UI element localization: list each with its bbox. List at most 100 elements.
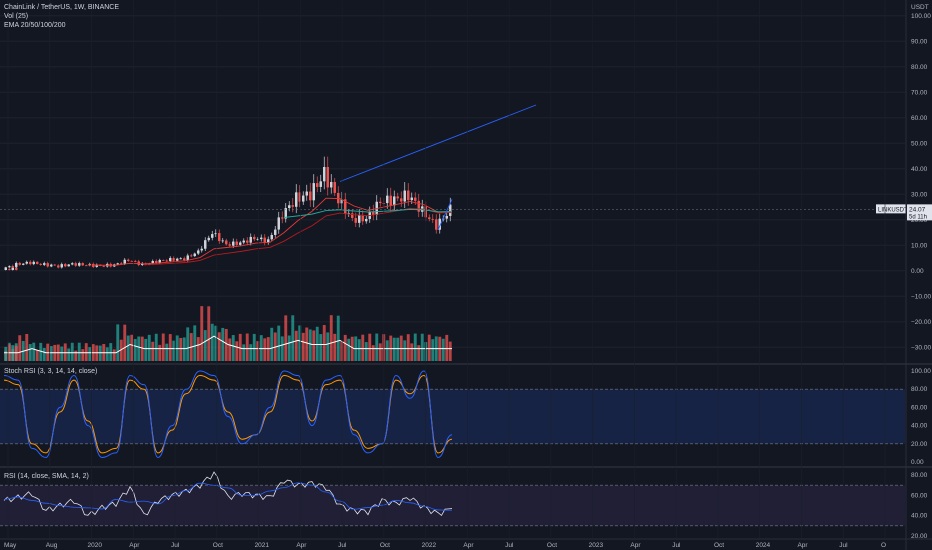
price-tick-label: −20.00 — [911, 319, 931, 326]
trendline-1 — [339, 104, 537, 182]
volume-bar — [119, 339, 123, 361]
candle-body — [361, 215, 364, 222]
candle-body — [438, 218, 441, 230]
rsi-tick-label: 80.00 — [911, 472, 928, 479]
price-tick-label: 50.00 — [911, 140, 928, 147]
candle-body — [127, 259, 130, 261]
symbol-title[interactable]: ChainLink / TetherUS, 1W, BINANCE — [4, 4, 120, 11]
candle-body — [340, 199, 343, 204]
candle-body — [365, 218, 368, 222]
candle-body — [396, 196, 399, 199]
volume-bar — [319, 334, 323, 361]
volume-bar — [361, 334, 365, 361]
volume-bar — [179, 337, 183, 361]
volume-bar — [336, 315, 340, 361]
volume-bar — [350, 336, 354, 361]
time-tick-label: Jul — [839, 542, 848, 549]
time-tick-label: Apr — [129, 542, 140, 549]
candle-body — [414, 197, 417, 201]
candle-body — [148, 263, 151, 265]
volume-bar — [256, 341, 260, 361]
price-tick-label: −10.00 — [911, 293, 931, 300]
candle-body — [169, 258, 172, 262]
volume-bar — [375, 333, 379, 361]
candle-body — [291, 205, 294, 207]
time-tick-label: Aug — [46, 542, 58, 549]
candle-body — [344, 199, 347, 214]
candle-body — [309, 191, 312, 201]
volume-bar — [74, 350, 78, 361]
time-tick-label: Oct — [714, 542, 724, 549]
candle-body — [393, 196, 396, 206]
candle-body — [120, 263, 123, 265]
volume-bar — [340, 341, 344, 361]
candle-body — [32, 261, 35, 265]
volume-bar — [133, 339, 137, 361]
volume-bar — [14, 345, 18, 361]
candle-body — [435, 219, 438, 230]
candle-body — [263, 237, 266, 243]
volume-bar — [116, 324, 120, 361]
candle-body — [162, 260, 165, 261]
candle-body — [46, 263, 49, 267]
volume-bar — [410, 343, 414, 361]
time-tick-label: 2022 — [422, 542, 437, 549]
bar-countdown: 5d 11h — [909, 214, 927, 220]
volume-bar — [413, 333, 417, 361]
candle-body — [358, 215, 361, 223]
candle-body — [200, 248, 203, 251]
candle-body — [151, 260, 154, 264]
volume-bar — [172, 340, 176, 361]
volume-bar — [186, 327, 190, 361]
candle-body — [449, 204, 452, 216]
volume-bar — [147, 334, 151, 361]
candle-body — [193, 253, 196, 257]
volume-bar — [385, 340, 389, 361]
candle-body — [379, 201, 382, 204]
volume-bar — [378, 343, 382, 361]
volume-bar — [396, 337, 400, 361]
candle-body — [39, 263, 42, 265]
price-tick-label: 90.00 — [911, 38, 928, 45]
candle-body — [351, 213, 354, 219]
volume-bar — [126, 335, 130, 361]
volume-bar — [329, 315, 333, 361]
candle-body — [22, 263, 25, 265]
candle-body — [267, 239, 270, 243]
volume-bar — [140, 336, 144, 361]
ema-indicator-label[interactable]: EMA 20/50/100/200 — [4, 22, 66, 29]
candle-body — [78, 263, 81, 266]
candle-body — [18, 262, 21, 265]
candle-body — [431, 218, 434, 220]
volume-bar — [301, 332, 305, 361]
volume-bar — [70, 342, 74, 361]
volume-bar — [35, 350, 39, 361]
candle-body — [295, 192, 298, 207]
time-tick-label: Oct — [547, 542, 557, 549]
candle-body — [445, 215, 448, 219]
candle-body — [270, 234, 273, 240]
rsi-band — [0, 485, 905, 526]
candle-body — [158, 260, 161, 264]
price-tick-label: −30.00 — [911, 344, 931, 351]
volume-bar — [238, 333, 242, 361]
candle-body — [389, 195, 392, 206]
volume-bar — [203, 330, 207, 361]
candle-body — [333, 181, 336, 193]
volume-indicator-label[interactable]: Vol (25) — [4, 13, 29, 20]
candle-body — [246, 240, 249, 243]
candle-body — [319, 181, 322, 187]
candle-body — [74, 263, 77, 266]
volume-bar — [270, 327, 274, 361]
volume-bar — [144, 338, 148, 361]
candle-body — [330, 181, 333, 188]
rsi-label[interactable]: RSI (14, close, SMA, 14, 2) — [4, 473, 89, 480]
price-tick-label: 70.00 — [911, 89, 928, 96]
stoch-rsi-label[interactable]: Stoch RSI (3, 3, 14, 14, close) — [4, 368, 98, 375]
volume-bar — [347, 338, 351, 361]
stoch-tick-label: 40.00 — [911, 423, 928, 430]
candle-body — [256, 239, 259, 240]
